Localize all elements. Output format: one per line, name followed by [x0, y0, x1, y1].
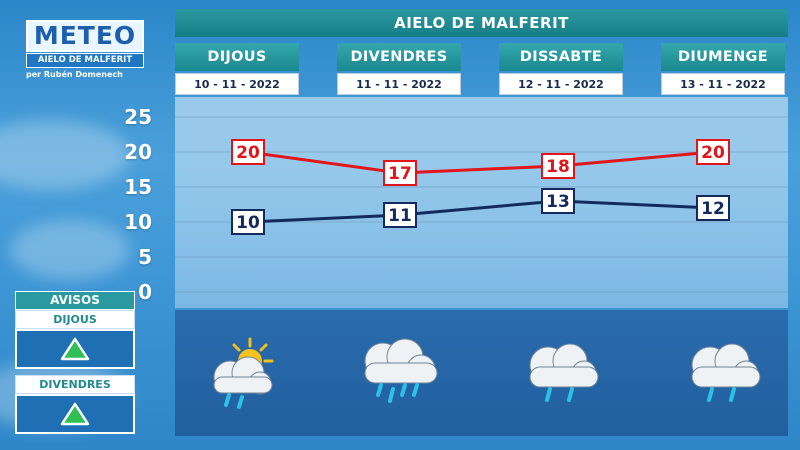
data-point-box — [383, 202, 417, 228]
day-name: DISSABTE — [499, 43, 623, 71]
y-tick-label: 5 — [138, 245, 152, 269]
day-date: 11 - 11 - 2022 — [337, 73, 461, 95]
warnings-box: AVISOS DIJOUS DIVENDRES — [15, 291, 135, 440]
day-name: DIJOUS — [175, 43, 299, 71]
data-point-box — [696, 195, 730, 221]
series-line-1 — [247, 199, 714, 224]
warning-day: DIJOUS — [15, 310, 135, 329]
data-point-box — [541, 153, 575, 179]
data-point-box — [231, 209, 265, 235]
y-tick-label: 25 — [124, 105, 152, 129]
heavy-rain-icon — [364, 338, 438, 403]
day-header-1: DIJOUS 10 - 11 - 2022 — [175, 43, 299, 95]
data-point: 13 — [541, 188, 575, 214]
data-label: 12 — [701, 199, 725, 219]
warnings-title: AVISOS — [15, 291, 135, 310]
data-label: 20 — [236, 143, 260, 163]
sun-cloud-rain-icon — [213, 337, 274, 409]
data-point-box — [231, 139, 265, 165]
day-header-4: DIUMENGE 13 - 11 - 2022 — [661, 43, 785, 95]
data-label: 20 — [701, 143, 725, 163]
data-point-box — [541, 188, 575, 214]
day-date: 13 - 11 - 2022 — [661, 73, 785, 95]
warning-day: DIVENDRES — [15, 375, 135, 394]
data-point-box — [696, 139, 730, 165]
weather-icon-area — [175, 310, 788, 436]
data-label: 13 — [546, 192, 570, 212]
logo-title: METEO — [26, 20, 144, 52]
logo-author: per Rubén Domenech — [26, 70, 123, 79]
day-header-3: DISSABTE 12 - 11 - 2022 — [499, 43, 623, 95]
rain-icon — [691, 343, 761, 402]
day-date: 12 - 11 - 2022 — [499, 73, 623, 95]
location-header: AIELO DE MALFERIT — [175, 9, 788, 37]
triangle-warning-icon — [60, 402, 90, 426]
data-label: 10 — [236, 213, 260, 233]
warning-level — [15, 329, 135, 369]
day-date: 10 - 11 - 2022 — [175, 73, 299, 95]
data-point: 17 — [383, 160, 417, 186]
y-tick-label: 20 — [124, 140, 152, 164]
data-label: 11 — [388, 206, 412, 226]
y-tick-label: 15 — [124, 175, 152, 199]
data-point: 10 — [231, 209, 265, 235]
day-name: DIVENDRES — [337, 43, 461, 71]
data-label: 18 — [546, 157, 570, 177]
data-point: 12 — [696, 195, 730, 221]
data-point: 18 — [541, 153, 575, 179]
day-header-2: DIVENDRES 11 - 11 - 2022 — [337, 43, 461, 95]
temperature-chart-area — [175, 97, 788, 308]
data-point: 20 — [231, 139, 265, 165]
y-tick-label: 10 — [124, 210, 152, 234]
series-line-0 — [247, 150, 714, 175]
rain-icon — [529, 343, 599, 402]
data-point-box — [383, 160, 417, 186]
data-point: 20 — [696, 139, 730, 165]
warning-level — [15, 394, 135, 434]
triangle-warning-icon — [60, 337, 90, 361]
logo-subtitle: AIELO DE MALFERIT — [26, 53, 144, 68]
background-cloud — [0, 120, 130, 190]
data-point: 11 — [383, 202, 417, 228]
data-label: 17 — [388, 164, 412, 184]
y-tick-label: 0 — [138, 280, 152, 304]
background-cloud — [10, 220, 130, 280]
day-name: DIUMENGE — [661, 43, 785, 71]
meteo-logo: METEO AIELO DE MALFERIT per Rubén Domene… — [26, 20, 144, 79]
